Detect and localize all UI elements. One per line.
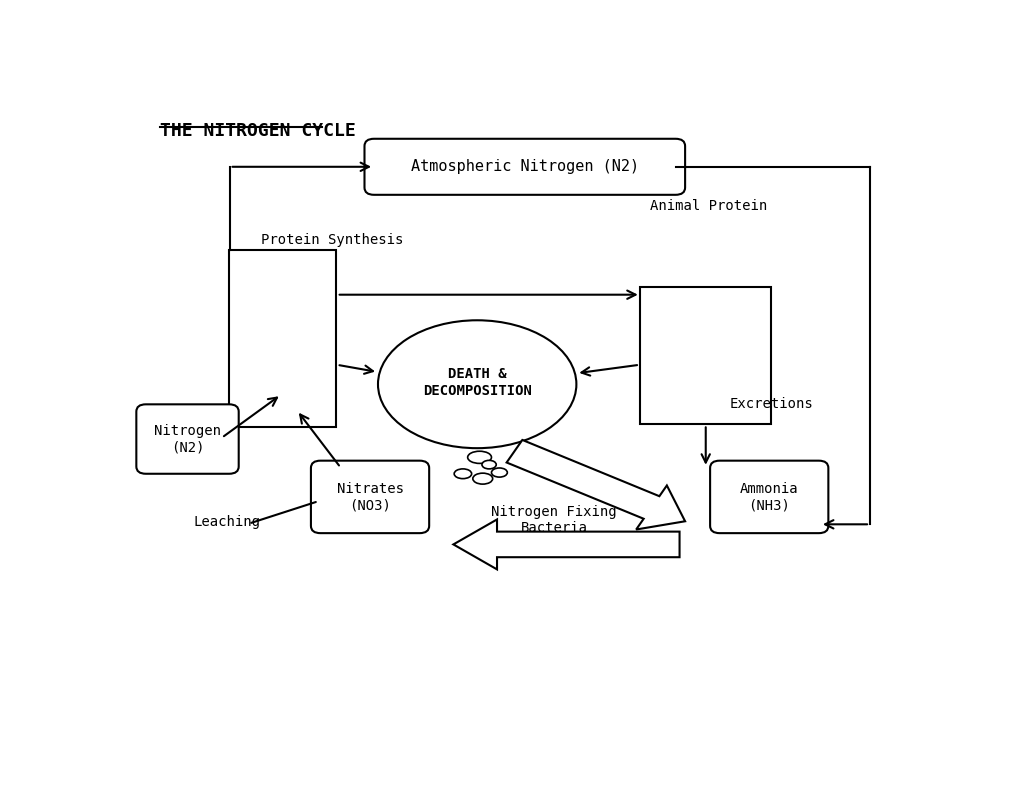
Ellipse shape bbox=[455, 469, 472, 479]
Text: Ammonia
(NH3): Ammonia (NH3) bbox=[740, 482, 799, 512]
Text: Leaching: Leaching bbox=[194, 516, 260, 529]
Ellipse shape bbox=[482, 460, 497, 469]
Text: THE NITROGEN CYCLE: THE NITROGEN CYCLE bbox=[160, 123, 355, 140]
Ellipse shape bbox=[473, 473, 493, 484]
Text: Nitrogen
(N2): Nitrogen (N2) bbox=[154, 424, 221, 454]
FancyArrow shape bbox=[507, 440, 685, 529]
Text: Animal Protein: Animal Protein bbox=[650, 199, 767, 213]
FancyBboxPatch shape bbox=[365, 138, 685, 195]
Text: DEATH &
DECOMPOSITION: DEATH & DECOMPOSITION bbox=[423, 367, 531, 398]
Text: Nitrogen Fixing
Bacteria: Nitrogen Fixing Bacteria bbox=[492, 505, 617, 536]
FancyBboxPatch shape bbox=[710, 460, 828, 533]
Ellipse shape bbox=[468, 451, 492, 464]
Bar bbox=[229, 250, 336, 427]
FancyBboxPatch shape bbox=[136, 404, 239, 474]
Ellipse shape bbox=[492, 468, 507, 477]
Text: Excretions: Excretions bbox=[729, 397, 813, 411]
Ellipse shape bbox=[378, 320, 577, 448]
Text: Atmospheric Nitrogen (N2): Atmospheric Nitrogen (N2) bbox=[411, 159, 639, 174]
Text: Protein Synthesis: Protein Synthesis bbox=[261, 233, 403, 247]
Text: Nitrates
(NO3): Nitrates (NO3) bbox=[337, 482, 403, 512]
FancyArrow shape bbox=[454, 520, 680, 570]
FancyBboxPatch shape bbox=[311, 460, 429, 533]
Bar bbox=[640, 287, 771, 424]
